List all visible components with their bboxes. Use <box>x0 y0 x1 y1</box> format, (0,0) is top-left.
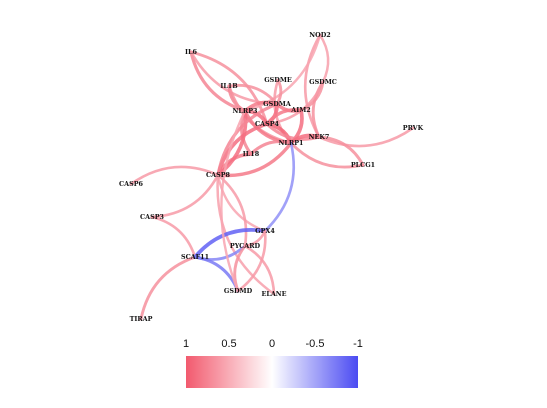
legend-tick-0: 0 <box>269 338 275 350</box>
edge-casp4-nek7 <box>265 122 321 141</box>
node-label-il6: IL6 <box>185 48 197 56</box>
node-label-scaf11: SCAF11 <box>181 253 209 261</box>
node-label-tirap: TIRAP <box>130 315 153 323</box>
node-label-casp8: CASP8 <box>206 171 230 179</box>
node-label-nlrp3: NLRP3 <box>233 107 258 115</box>
edge-nod2-nlrp3 <box>243 33 322 113</box>
node-label-nod2: NOD2 <box>309 31 330 39</box>
node-label-aim2: AIM2 <box>290 106 310 114</box>
legend-tick-neg-1: -1 <box>353 338 363 350</box>
edge-gpx4-nlrp1 <box>263 141 296 233</box>
node-labels-layer: NOD2 IL6 IL1B GSDME GSDMC GSDMA NLRP3 AIM2 CASP4… <box>119 31 424 323</box>
node-label-plcg1: PLCG1 <box>351 161 375 169</box>
edge-pycard-elane <box>243 244 276 296</box>
legend-tick-neg-0.5: -0.5 <box>306 338 325 350</box>
edge-gsdmd-gpx4 <box>236 229 267 293</box>
edges-layer <box>129 33 415 321</box>
node-label-gsdme: GSDME <box>264 76 292 84</box>
node-label-nlrp1: NLRP1 <box>279 139 304 147</box>
edge-gsdma-nlrp3 <box>243 100 279 113</box>
edge-casp8-gpx4 <box>216 173 267 233</box>
edge-casp8-gsdma <box>216 102 279 177</box>
edge-scaf11-gpx4 <box>193 228 267 259</box>
node-label-il1b: IL1B <box>220 82 238 90</box>
legend-colorbar <box>186 356 358 388</box>
edge-nod2-gsdmc <box>318 33 330 84</box>
edge-gsdmd-nlrp3 <box>220 109 247 293</box>
edge-nek7-prvk <box>317 126 415 148</box>
edge-aim2-casp4 <box>265 107 303 126</box>
node-label-casp6: CASP6 <box>119 180 143 188</box>
edge-casp8-casp3 <box>150 173 220 219</box>
node-label-pycard: PYCARD <box>230 242 261 250</box>
node-label-gpx4: GPX4 <box>255 227 275 235</box>
node-label-gsdma: GSDMA <box>263 100 292 108</box>
edge-casp8-nlrp3 <box>216 109 248 177</box>
node-label-gsdmd: GSDMD <box>224 287 253 295</box>
node-label-casp3: CASP3 <box>140 213 164 221</box>
edge-casp8-casp6 <box>129 165 220 186</box>
color-legend: 1 0.5 0 -0.5 -1 <box>183 338 363 388</box>
node-label-elane: ELANE <box>261 290 286 298</box>
node-label-casp4: CASP4 <box>255 120 279 128</box>
node-label-il18: IL18 <box>243 150 260 158</box>
edge-il18-nlrp1 <box>249 139 293 156</box>
legend-tick-0.5: 0.5 <box>221 338 236 350</box>
edge-casp8-elane <box>216 173 276 296</box>
edge-casp3-scaf11 <box>150 215 197 259</box>
edge-nlrp1-nek7 <box>289 133 321 145</box>
node-label-prvk: PRVK <box>403 124 424 132</box>
edge-nlrp1-plcg1 <box>289 141 365 169</box>
edge-il6-nlrp3 <box>189 50 247 113</box>
edge-casp8-nlrp1 <box>216 141 293 178</box>
edge-nek7-plcg1 <box>317 135 365 167</box>
edge-scaf11-tirap <box>139 255 197 321</box>
node-label-gsdmc: GSDMC <box>309 78 337 86</box>
edge-gsdme-gsdma <box>275 78 283 106</box>
node-label-nek7: NEK7 <box>309 133 330 141</box>
legend-tick-1: 1 <box>183 338 189 350</box>
